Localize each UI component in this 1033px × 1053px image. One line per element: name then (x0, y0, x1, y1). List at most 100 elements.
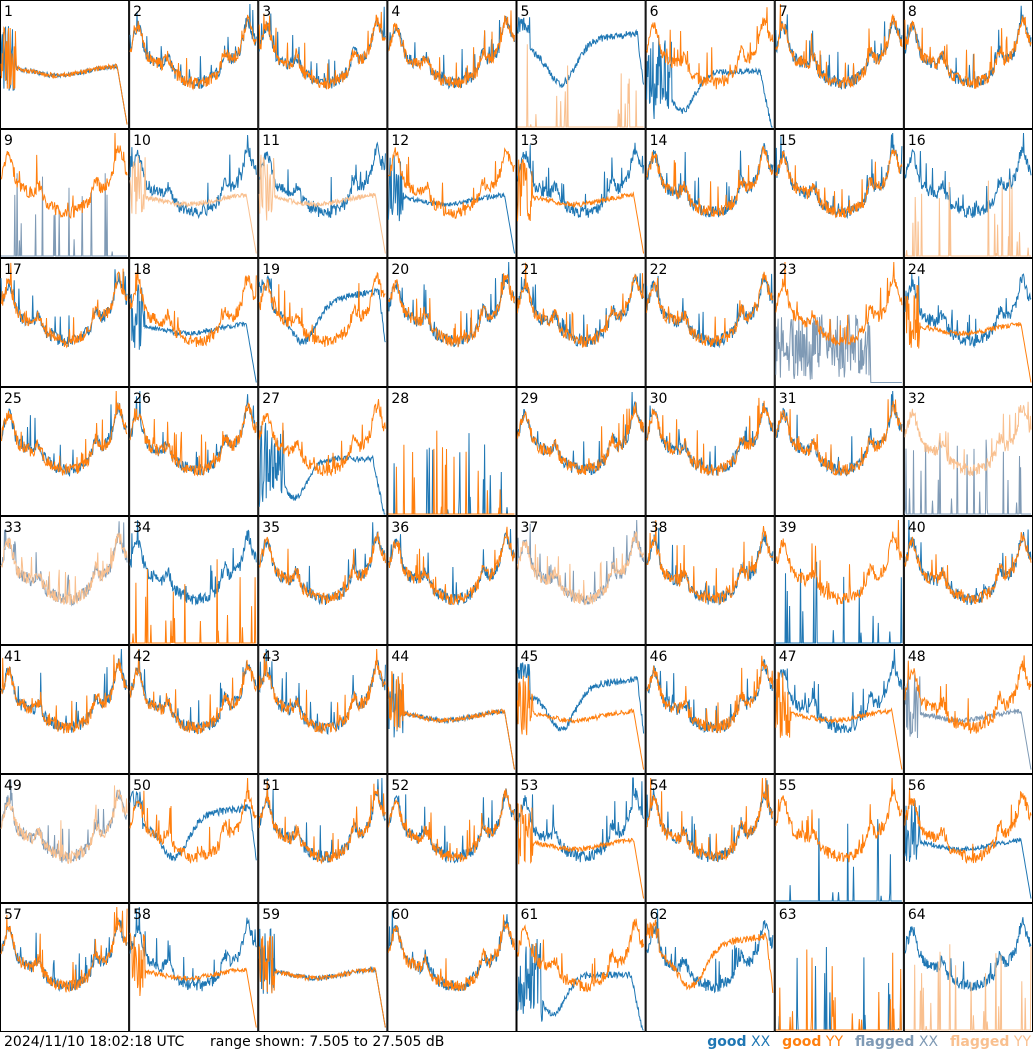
panel-number-label: 14 (650, 133, 668, 149)
series-yy-flagged (517, 531, 645, 606)
series-yy-good (129, 777, 257, 864)
panel-border (645, 258, 775, 387)
series-yy-good (775, 399, 903, 477)
series-yy-good (646, 397, 774, 477)
panel-border (774, 0, 904, 129)
series-yy-good (0, 132, 128, 220)
series-yy-good (130, 559, 257, 644)
panel-9: 9 (0, 129, 130, 258)
series-xx-good (129, 906, 257, 992)
panel-number-label: 57 (4, 907, 22, 923)
panel-number-label: 19 (262, 262, 280, 278)
panel-border (129, 516, 259, 645)
panel-11: 11 (258, 129, 388, 258)
legend-item-flagged-yy: flagged YY (950, 1034, 1031, 1050)
panel-number-label: 9 (4, 133, 13, 149)
panel-39: 39 (774, 516, 904, 645)
series-yy-good (387, 914, 515, 992)
panel-border (516, 0, 646, 129)
panel-number-label: 6 (650, 4, 659, 20)
panel-40: 40 (903, 516, 1033, 645)
series-yy-good (517, 803, 645, 899)
series-xx-good (517, 142, 645, 218)
panel-31: 31 (774, 387, 904, 516)
series-yy-good (258, 935, 386, 1028)
series-yy-good (775, 3, 903, 89)
panel-60: 60 (387, 903, 517, 1032)
series-yy-good (258, 532, 386, 605)
series-xx-good (775, 648, 903, 734)
panel-14: 14 (645, 129, 775, 258)
panel-18: 18 (129, 258, 259, 387)
series-yy-good (646, 918, 774, 993)
series-yy-flagged (517, 44, 644, 128)
panel-21: 21 (516, 258, 646, 387)
series-yy-good (0, 654, 128, 734)
series-yy-good (646, 145, 774, 217)
panel-number-label: 61 (521, 907, 539, 923)
panel-13: 13 (516, 129, 646, 258)
panel-number-label: 16 (908, 133, 926, 149)
panel-number-label: 41 (4, 649, 22, 665)
panel-8: 8 (903, 0, 1033, 129)
panel-15: 15 (774, 129, 904, 258)
panel-54: 54 (645, 774, 775, 903)
panel-number-label: 56 (908, 778, 926, 794)
series-yy-good (258, 648, 386, 734)
series-xx-flagged (775, 314, 902, 383)
series-yy-good (646, 7, 774, 90)
series-yy-good (387, 671, 515, 770)
range-label: range shown: 7.505 to 27.505 dB (210, 1034, 445, 1050)
panel-number-label: 7 (779, 4, 788, 20)
series-yy-good (387, 526, 515, 606)
panel-7: 7 (774, 0, 904, 129)
panel-number-label: 39 (779, 520, 797, 536)
series-yy-good (129, 648, 257, 735)
panel-border (258, 0, 388, 129)
panel-3: 3 (258, 0, 388, 129)
panel-border (387, 0, 517, 129)
legend-item-good-xx: good XX (707, 1034, 770, 1050)
panel-46: 46 (645, 645, 775, 774)
timestamp-label: 2024/11/10 18:02:18 UTC (4, 1034, 185, 1050)
series-yy-good (0, 906, 128, 993)
series-yy-flagged (904, 401, 1032, 477)
series-yy-good (904, 655, 1032, 734)
panel-number-label: 50 (133, 778, 151, 794)
panel-number-label: 37 (521, 520, 539, 536)
series-yy-good (775, 777, 903, 863)
panel-20: 20 (387, 258, 517, 387)
series-yy-flagged (129, 156, 257, 254)
series-yy-flagged (0, 785, 128, 865)
panel-50: 50 (129, 774, 259, 903)
panel-number-label: 52 (391, 778, 409, 794)
panel-number-label: 5 (521, 4, 530, 20)
series-yy-good (775, 519, 903, 605)
panel-number-label: 47 (779, 649, 797, 665)
series-yy-flagged (904, 944, 1032, 1031)
panel-12: 12 (387, 129, 517, 258)
panel-border (0, 387, 130, 516)
panel-border (516, 129, 646, 258)
series-yy-good (517, 675, 645, 770)
series-yy-good (129, 932, 257, 1028)
panel-number-label: 8 (908, 4, 917, 20)
series-xx-good (904, 273, 1032, 349)
series-yy-good (775, 671, 903, 770)
series-xx-good (517, 17, 645, 88)
panel-number-label: 18 (133, 262, 151, 278)
legend-flagged-xx-pol: XX (918, 1034, 939, 1050)
panel-border (129, 774, 259, 903)
panel-38: 38 (645, 516, 775, 645)
panel-61: 61 (516, 903, 646, 1032)
panel-border (645, 645, 775, 774)
panel-number-label: 3 (262, 4, 271, 20)
panel-29: 29 (516, 387, 646, 516)
series-yy-good (129, 402, 257, 477)
legend-flagged-yy-label: flagged (950, 1034, 1010, 1050)
series-yy-good (129, 14, 257, 91)
panel-border (387, 258, 517, 387)
series-xx-good (904, 917, 1032, 992)
panel-border (516, 774, 646, 903)
